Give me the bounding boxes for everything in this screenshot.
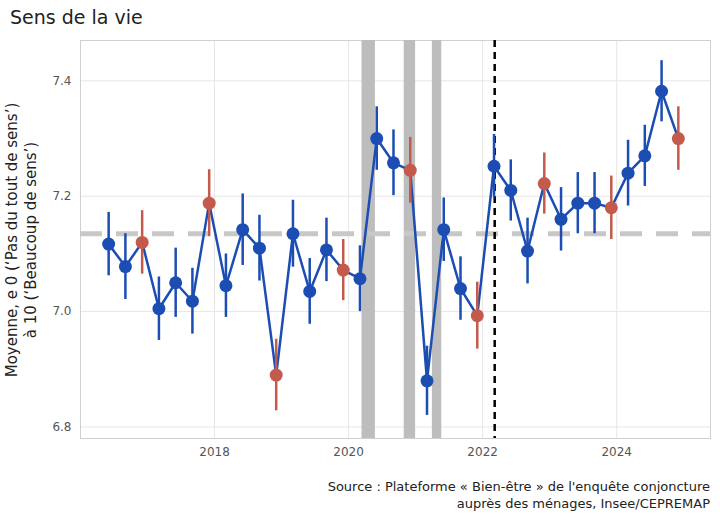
svg-text:7.0: 7.0 — [52, 304, 71, 318]
svg-text:2022: 2022 — [467, 445, 498, 459]
html-text:Sens de la vie: Sens de la vie — [10, 6, 143, 28]
html-text:auprès des ménages, Insee/CEPR: auprès des ménages, Insee/CEPREMAP — [456, 496, 710, 511]
svg-text:6.8: 6.8 — [52, 420, 71, 434]
svg-text:2024: 2024 — [601, 445, 632, 459]
svg-text:7.2: 7.2 — [52, 189, 71, 203]
html-text:Moyenne, e 0 (‘Pas du tout de: Moyenne, e 0 (‘Pas du tout de sens’) à 1… — [3, 102, 40, 378]
svg-text:2020: 2020 — [333, 445, 364, 459]
svg-text:2018: 2018 — [199, 445, 230, 459]
svg-text:7.4: 7.4 — [52, 74, 71, 88]
html-text:Source : Plateforme « Bien-êtr: Source : Plateforme « Bien-être » de l'e… — [327, 479, 710, 494]
